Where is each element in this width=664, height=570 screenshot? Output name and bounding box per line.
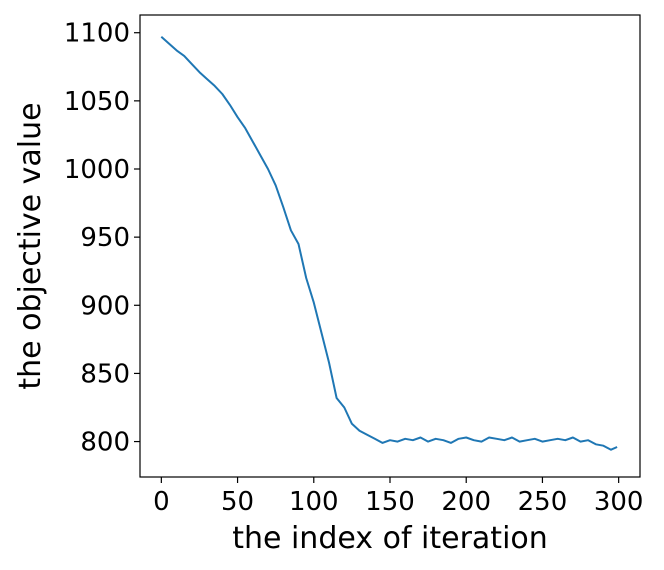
x-tick-label: 250 <box>518 487 568 517</box>
x-tick-label: 0 <box>153 487 170 517</box>
x-tick-label: 50 <box>221 487 254 517</box>
series-line <box>160 36 618 451</box>
x-axis-label: the index of iteration <box>232 521 548 556</box>
x-tick-label: 150 <box>365 487 415 517</box>
plot-area <box>140 15 640 477</box>
y-tick-label: 1050 <box>64 87 130 117</box>
plot-frame <box>139 14 641 478</box>
y-tick-label: 900 <box>80 291 130 321</box>
y-tick-label: 850 <box>80 359 130 389</box>
y-tick-label: 1100 <box>64 19 130 49</box>
x-tick-label: 200 <box>441 487 491 517</box>
x-tick-label: 300 <box>594 487 644 517</box>
y-tick-label: 950 <box>80 223 130 253</box>
y-tick-label: 1000 <box>64 155 130 185</box>
y-tick-label: 800 <box>80 428 130 458</box>
y-axis-label: the objective value <box>13 102 48 389</box>
x-tick-label: 100 <box>289 487 339 517</box>
